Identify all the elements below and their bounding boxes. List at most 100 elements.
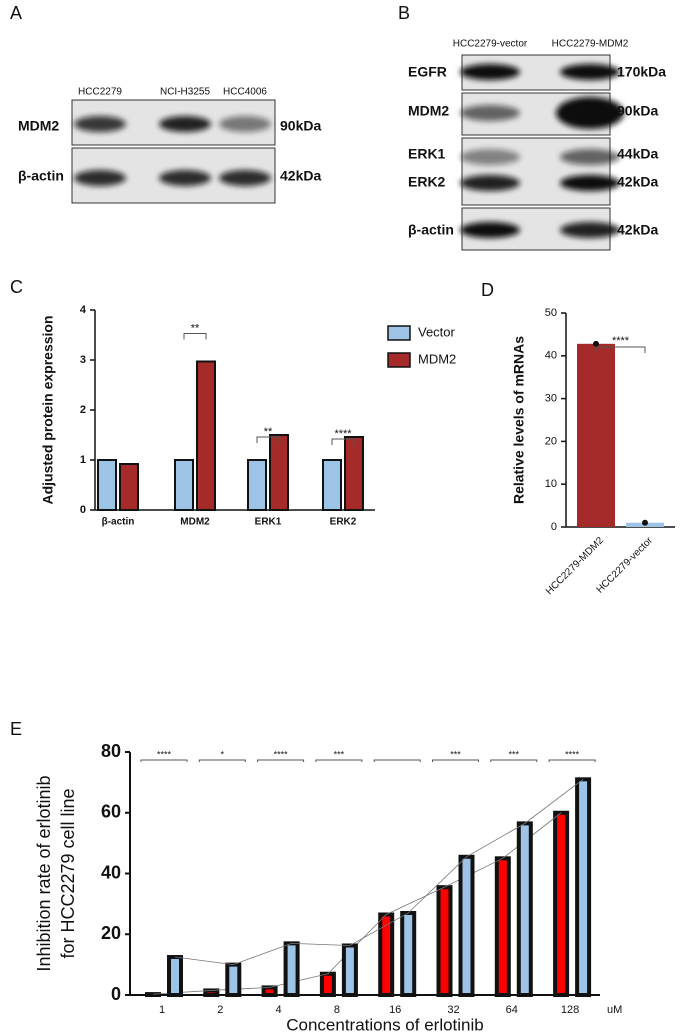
y-tick-label: 40 [545,350,557,362]
bar [225,962,242,997]
sig-bracket [432,759,479,762]
significance: ** [264,426,273,438]
size-label: 44kDa [617,146,658,162]
significance: **** [274,749,289,759]
bar [341,943,358,998]
significance: *** [450,749,461,759]
bar [247,459,267,511]
panel-label: E [10,719,22,739]
y-tick-label: 2 [80,404,86,416]
y-tick-label: 30 [545,393,557,405]
bar [458,854,475,998]
y-axis-label: Inhibition rate of erlotinib [34,775,54,971]
y-tick-label: 40 [101,862,121,882]
bar [516,821,533,997]
band [219,170,271,186]
x-axis-label: Concentrations of erlotinib [286,1015,484,1034]
y-tick-label: 60 [101,802,121,822]
bar [577,343,615,527]
band [74,170,126,186]
band [556,97,624,129]
x-tick-label: ERK1 [255,517,282,528]
panel-label: B [398,3,410,23]
sig-bracket [490,759,538,762]
x-tick-label: 1 [159,1004,165,1016]
bar [283,941,300,997]
bar [436,885,453,998]
y-axis-label: Relative levels of mRNAs [511,336,527,504]
band [460,175,520,191]
size-label: 170kDa [617,64,666,80]
lane-label: HCC4006 [223,87,267,98]
band [159,170,211,186]
sig-bracket [256,436,280,443]
sig-bracket [315,759,363,762]
size-label: 90kDa [280,118,321,134]
sig-bracket [140,759,188,762]
band [74,116,126,132]
bar [344,436,364,511]
bar [494,856,511,997]
band-label: ERK1 [408,146,446,162]
band-label: MDM2 [408,103,449,119]
bar [400,910,417,997]
y-tick-label: 20 [545,435,557,447]
sig-bracket [257,759,305,762]
significance: *** [334,749,345,759]
bar [378,912,395,997]
lane-label: HCC2279 [78,87,122,98]
band [460,105,520,121]
significance: ** [191,322,200,334]
size-label: 42kDa [617,174,658,190]
sig-bracket [373,759,421,762]
bar [261,985,278,997]
sig-bracket [198,759,246,762]
y-tick-label: 1 [80,454,86,466]
band-label: β-actin [18,168,64,184]
significance: **** [565,749,580,759]
blot-box [461,137,611,206]
size-label: 42kDa [617,222,658,238]
y-tick-label: 3 [80,354,86,366]
lane-label: NCI-H3255 [160,87,210,98]
panel-label: D [481,280,494,300]
bar [269,434,289,511]
band-label: β-actin [408,222,454,238]
x-tick-label: 64 [506,1004,518,1016]
legend-label: MDM2 [418,351,456,366]
y-tick-label: 0 [551,521,557,533]
size-label: 90kDa [617,103,658,119]
y-tick-label: 80 [101,741,121,761]
y-tick-label: 0 [80,504,86,516]
band-label: EGFR [408,64,447,80]
band [460,149,520,165]
bar [203,988,220,997]
y-tick-label: 4 [80,304,87,316]
significance: * [221,749,225,759]
sig-bracket [548,759,596,762]
significance: **** [334,428,352,440]
x-unit: uM [607,1004,622,1016]
legend-swatch [387,352,411,368]
panel-label: A [10,3,22,23]
band [219,116,271,132]
band [159,116,211,132]
x-tick-label: 16 [389,1004,401,1016]
bar [553,810,570,997]
bar [167,955,183,997]
bar [319,971,336,997]
y-axis-label: for HCC2279 cell line [58,788,78,958]
legend-label: Vector [418,324,456,339]
bar [322,459,342,511]
y-tick-label: 0 [111,984,121,1004]
x-tick-label: MDM2 [180,517,210,528]
y-tick-label: 50 [545,307,557,319]
x-tick-label: 128 [561,1004,579,1016]
band [560,64,620,80]
lane-label: HCC2279-MDM2 [552,39,629,50]
band [560,175,620,191]
legend-swatch [387,325,411,341]
significance: **** [612,335,630,347]
x-tick-label: ERK2 [330,517,357,528]
